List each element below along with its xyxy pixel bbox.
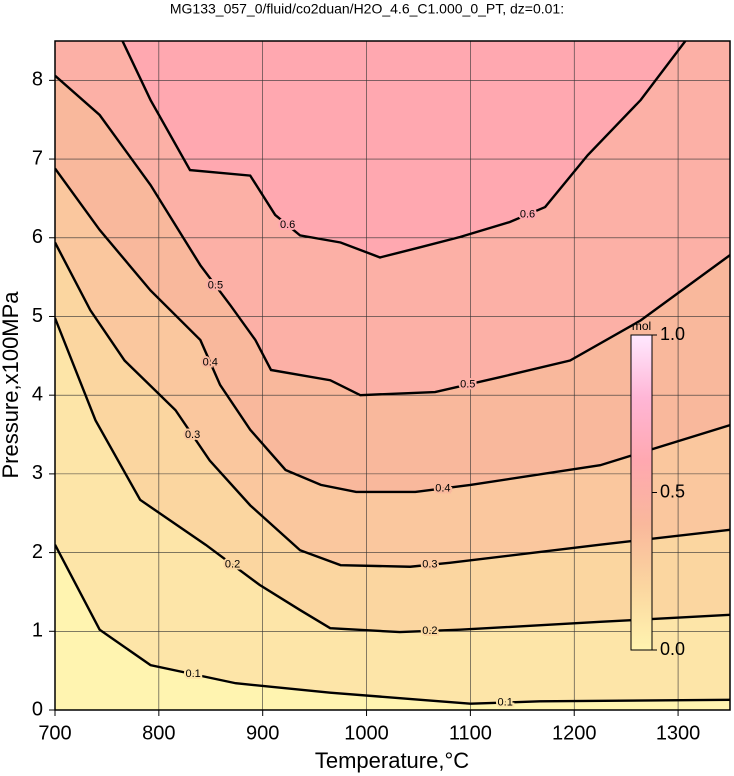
y-tick-label: 1 (32, 620, 43, 642)
contour-label: 0.5 (208, 279, 223, 291)
y-tick-label: 0 (32, 698, 43, 720)
contour-label: 0.2 (225, 559, 240, 571)
x-tick-label: 700 (38, 722, 71, 744)
colorbar-tick-label: 0.5 (660, 481, 685, 501)
y-tick-label: 2 (32, 541, 43, 563)
y-tick-label: 6 (32, 226, 43, 248)
x-tick-label: 1300 (656, 722, 701, 744)
plot-area: 0.1 0.1 0.2 0.2 0.3 0.3 0.4 0.4 0.5 0.5 0.6 0.6 (55, 41, 730, 710)
contour-label: 0.1 (498, 696, 513, 708)
contour-label: 0.1 (185, 668, 200, 680)
contour-label: 0.5 (460, 378, 475, 390)
colorbar-label: mol (632, 319, 651, 333)
x-tick-label: 1100 (449, 722, 492, 744)
contour-fill (55, 41, 730, 258)
y-tick-label: 3 (32, 462, 43, 484)
y-axis-label: Pressure,x100MPa (0, 291, 23, 479)
contour-label: 0.3 (422, 559, 437, 571)
y-tick-label: 5 (32, 305, 43, 327)
chart-title: MG133_057_0/fluid/co2duan/H2O_4.6_C1.000… (170, 1, 564, 17)
y-tick-label: 7 (32, 147, 43, 169)
x-tick-label: 900 (246, 722, 279, 744)
x-tick-label: 1000 (344, 722, 389, 744)
contour-label: 0.6 (520, 208, 535, 220)
x-tick-label: 1200 (552, 722, 597, 744)
colorbar-tick-label: 1.0 (660, 324, 685, 344)
y-tick-label: 4 (32, 383, 43, 405)
contour-line (55, 167, 730, 494)
contour-line (55, 74, 730, 397)
contour-line (55, 317, 730, 634)
contour-label: 0.4 (435, 482, 450, 494)
contour-label: 0.4 (203, 356, 218, 368)
contour-label: 0.3 (185, 429, 200, 441)
y-tick-label: 8 (32, 69, 43, 91)
plot-frame (54, 40, 731, 711)
contour-line (55, 544, 730, 705)
contour-label: 0.2 (422, 625, 437, 637)
contour-line (121, 41, 687, 259)
contour-line (55, 241, 730, 568)
x-axis-label: Temperature,°C (315, 748, 469, 773)
colorbar-tick-label: 0.0 (660, 639, 685, 659)
colorbar (630, 334, 653, 651)
x-tick-label: 800 (142, 722, 175, 744)
contour-label: 0.6 (280, 219, 295, 231)
